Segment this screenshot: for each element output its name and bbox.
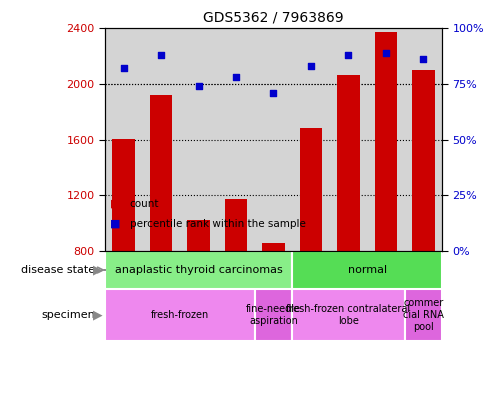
- Point: [270, 90, 277, 96]
- Text: fresh-frozen: fresh-frozen: [151, 310, 209, 320]
- Text: disease state: disease state: [21, 265, 95, 275]
- Bar: [337, 75, 360, 251]
- Point: [232, 74, 240, 80]
- Bar: [292, 251, 442, 289]
- Bar: [187, 220, 210, 251]
- Bar: [113, 140, 135, 251]
- Point: [344, 51, 352, 58]
- Bar: [105, 289, 255, 341]
- Bar: [225, 199, 247, 251]
- Text: fresh-frozen contralateral
lobe: fresh-frozen contralateral lobe: [286, 304, 411, 326]
- Point: [382, 50, 390, 56]
- Text: fine-needle
aspiration: fine-needle aspiration: [246, 304, 301, 326]
- Point: [157, 51, 165, 58]
- Text: normal: normal: [347, 265, 387, 275]
- Bar: [300, 129, 322, 251]
- Point: [120, 65, 127, 71]
- Text: commer
cial RNA
pool: commer cial RNA pool: [403, 298, 444, 332]
- Text: percentile rank within the sample: percentile rank within the sample: [129, 219, 305, 229]
- Bar: [262, 242, 285, 251]
- Point: [419, 56, 427, 62]
- Text: ■: ■: [110, 219, 121, 229]
- Text: specimen: specimen: [42, 310, 95, 320]
- Text: ■: ■: [110, 198, 121, 209]
- Text: count: count: [129, 198, 159, 209]
- Bar: [405, 289, 442, 341]
- Text: anaplastic thyroid carcinomas: anaplastic thyroid carcinomas: [115, 265, 283, 275]
- Title: GDS5362 / 7963869: GDS5362 / 7963869: [203, 10, 344, 24]
- Text: ▶: ▶: [93, 263, 102, 277]
- Point: [307, 63, 315, 69]
- Text: ▶: ▶: [93, 309, 102, 321]
- Bar: [255, 289, 292, 341]
- Bar: [412, 70, 435, 251]
- Bar: [374, 32, 397, 251]
- Bar: [105, 251, 292, 289]
- Bar: [150, 95, 172, 251]
- Bar: [292, 289, 405, 341]
- Point: [195, 83, 202, 89]
